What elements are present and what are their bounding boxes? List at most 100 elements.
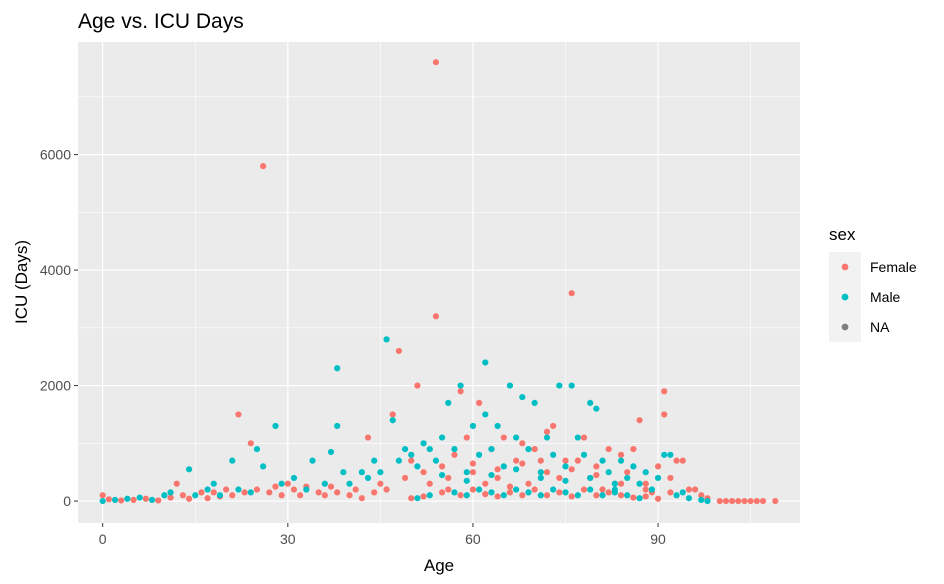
data-point-female <box>229 492 236 499</box>
data-point-female <box>568 290 575 297</box>
data-point-male <box>426 445 433 453</box>
legend-label-na: NA <box>870 319 890 335</box>
data-point-male <box>574 434 581 441</box>
data-point-male <box>432 457 440 464</box>
data-point-male <box>593 405 600 412</box>
data-point-female <box>266 489 273 496</box>
data-point-male <box>210 480 217 487</box>
data-point-male <box>537 474 544 482</box>
data-point-female <box>642 493 649 500</box>
data-point-female <box>451 451 458 458</box>
data-point-female <box>284 480 291 487</box>
data-point-male <box>247 489 254 496</box>
data-point-male <box>476 486 483 493</box>
data-point-female <box>759 497 767 505</box>
data-point-female <box>463 434 470 441</box>
legend-label-male: Male <box>870 289 901 305</box>
data-point-female <box>642 486 649 493</box>
data-point-female <box>741 497 748 505</box>
data-point-male <box>124 495 131 502</box>
data-point-male <box>185 466 193 473</box>
data-point-female <box>469 469 477 476</box>
data-point-male <box>334 365 341 372</box>
x-tick-label: 0 <box>99 531 107 547</box>
data-point-male <box>346 480 353 487</box>
data-point-female <box>253 486 261 493</box>
data-point-male <box>204 486 211 493</box>
data-point-male <box>562 463 569 470</box>
data-point-female <box>494 466 501 473</box>
data-point-female <box>685 486 693 493</box>
data-point-male <box>167 489 174 496</box>
data-point-male <box>290 474 298 482</box>
plot-panel <box>78 42 800 523</box>
data-point-female <box>630 494 637 501</box>
data-point-female <box>327 483 335 490</box>
data-point-female <box>624 469 631 476</box>
data-point-female <box>346 492 353 499</box>
data-point-male <box>488 489 495 496</box>
data-point-female <box>691 486 699 493</box>
data-point-male <box>673 492 680 499</box>
data-point-female <box>426 480 433 487</box>
data-point-female <box>525 480 532 487</box>
data-point-female <box>142 495 149 502</box>
data-point-female <box>772 497 779 505</box>
data-point-male <box>513 486 520 493</box>
data-point-female <box>130 496 137 504</box>
data-point-female <box>654 495 662 502</box>
data-point-male <box>482 411 489 418</box>
data-point-female <box>290 486 298 493</box>
data-point-male <box>568 382 575 389</box>
data-point-male <box>358 469 365 476</box>
data-point-female <box>636 417 643 424</box>
data-point-female <box>420 493 427 500</box>
data-point-female <box>519 492 526 499</box>
data-point-male <box>438 471 446 479</box>
data-point-female <box>438 463 446 470</box>
data-point-male <box>321 480 328 487</box>
data-point-female <box>241 489 248 496</box>
data-point-male <box>537 469 544 476</box>
data-point-female <box>593 492 600 499</box>
data-point-male <box>525 489 532 496</box>
data-point-male <box>654 474 662 482</box>
data-point-female <box>519 460 526 467</box>
data-point-female <box>408 495 415 502</box>
y-tick-label: 2000 <box>40 378 71 394</box>
x-tick-label: 30 <box>280 531 296 547</box>
data-point-female <box>469 460 477 467</box>
data-point-male <box>148 496 156 504</box>
data-point-male <box>605 469 612 476</box>
data-point-female <box>401 474 409 482</box>
data-point-male <box>636 495 643 502</box>
legend-key-male <box>841 293 849 301</box>
data-point-female <box>506 489 514 496</box>
legend-label-female: Female <box>870 259 917 275</box>
data-point-female <box>364 434 372 441</box>
data-point-male <box>636 480 643 487</box>
data-point-female <box>556 474 563 482</box>
data-point-male <box>513 434 520 441</box>
data-point-male <box>364 474 372 482</box>
data-point-female <box>716 497 723 505</box>
data-point-female <box>574 457 581 464</box>
data-point-female <box>593 463 600 470</box>
data-point-female <box>617 451 625 458</box>
data-point-female <box>482 491 489 498</box>
data-point-female <box>506 483 514 490</box>
data-point-male <box>192 492 199 499</box>
data-point-male <box>704 497 711 505</box>
data-point-female <box>334 489 341 496</box>
data-point-female <box>537 457 544 464</box>
data-point-male <box>253 445 261 453</box>
data-point-female <box>278 492 285 499</box>
data-point-female <box>605 489 612 496</box>
data-point-male <box>272 422 279 430</box>
data-point-male <box>500 463 507 470</box>
data-point-male <box>537 492 544 499</box>
data-point-male <box>506 382 514 389</box>
data-point-male <box>334 422 341 430</box>
data-point-female <box>698 492 705 499</box>
data-point-female <box>321 492 328 499</box>
